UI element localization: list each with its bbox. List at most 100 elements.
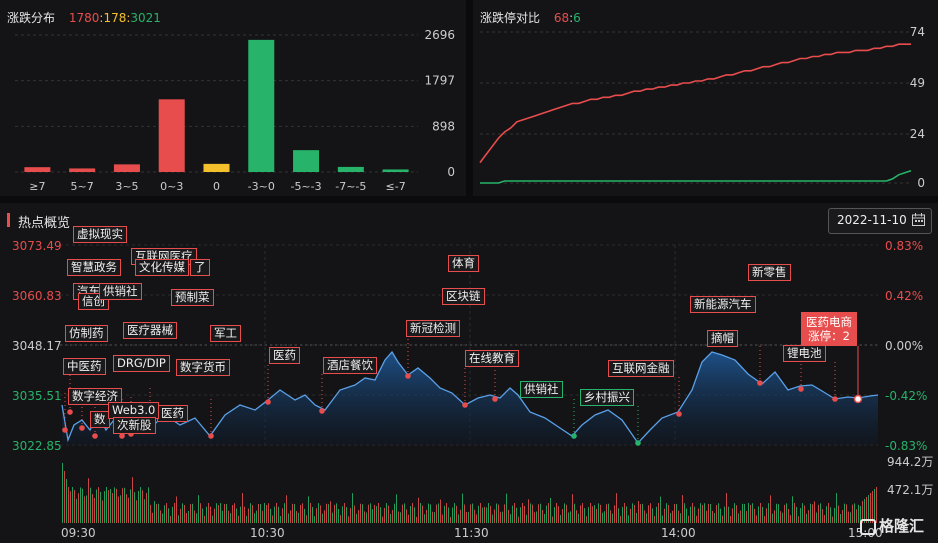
limit-title: 涨跌停对比 [480,11,541,25]
sep: : [99,11,104,25]
limit-down-line [480,170,912,184]
y-tick-label: 2696 [424,28,455,42]
concept-tag[interactable]: 锂电池 [783,345,826,362]
concept-tag[interactable]: 医药 [269,347,300,364]
time-label: 10:30 [250,526,285,540]
category-label: 0 [213,180,220,193]
concept-tag[interactable]: 摘帽 [707,330,738,347]
concept-tag[interactable]: 新冠检测 [406,320,460,337]
pct-axis-label: -0.42% [885,389,928,403]
concept-tag[interactable]: 数字货币 [176,359,230,376]
y-tick-label: 1797 [424,74,455,88]
pct-axis-label: -0.83% [885,439,928,453]
price-axis-label: 3048.17 [12,339,62,353]
concept-tag[interactable]: 供销社 [99,283,142,300]
concept-tag[interactable]: Web3.0 [108,402,160,419]
up-count: 1780 [68,11,100,25]
price-axis-label: 3035.51 [12,389,62,403]
concept-tag[interactable]: 医药 [157,405,188,422]
bar [293,150,320,172]
concept-tag[interactable]: 新零售 [748,264,791,281]
limit-title-row: 涨跌停对比 68:6 [480,9,581,26]
time-label: 14:00 [661,526,696,540]
highlight-name: 医药电商 [806,315,852,329]
pct-axis-label: 0.00% [885,339,924,353]
category-label: -5~-3 [290,180,321,193]
concept-tag[interactable]: 中医药 [63,358,106,375]
pct-axis-label: 0.83% [885,239,924,253]
hot-accent-bar [7,213,10,227]
concept-tag[interactable]: 医疗器械 [123,322,177,339]
distribution-chart: 2696 1797 898 0 ≥7 5~7 3~5 0~3 0 -3~0 -5~-3 -7~-5 ≤-… [15,28,455,193]
price-axis-label: 3060.83 [12,289,62,303]
bar [248,39,275,172]
concept-tag[interactable]: 乡村振兴 [580,389,634,406]
y-tick-label: 0 [447,165,455,179]
price-axis-label: 3022.85 [12,439,62,453]
volume-axis-label: 472.1万 [887,483,934,497]
bar [203,163,230,172]
time-label: 11:30 [454,526,489,540]
down-count: 3021 [130,11,161,25]
sep: : [569,11,574,25]
concept-tag[interactable]: 酒店餐饮 [323,357,377,374]
y-tick-label: 74 [910,25,925,39]
logo-text: 格隆汇 [879,517,925,535]
category-label: ≤-7 [386,180,406,193]
concept-tag[interactable]: 区块链 [442,288,485,305]
y-tick-label: 24 [910,127,925,141]
category-label: -3~0 [248,180,275,193]
limit-panel: 涨跌停对比 68:6 74 49 24 0 [473,0,938,196]
limit-chart: 74 49 24 0 [479,25,925,190]
logo: 格隆汇 [860,515,924,537]
concept-tag[interactable]: 预制菜 [171,289,214,306]
bar [382,169,409,172]
date-value: 2022-11-10 [837,213,907,227]
calendar-icon [912,213,925,226]
hot-title: 热点概览 [18,216,71,231]
category-label: -7~-5 [335,180,366,193]
date-picker[interactable]: 2022-11-10 [828,208,932,234]
distribution-title: 涨跌分布 [7,11,56,25]
logo-icon [860,519,876,535]
price-axis-label: 3073.49 [12,239,62,253]
concept-tag[interactable]: DRG/DIP [113,355,170,372]
pct-axis-label: 0.42% [885,289,924,303]
y-tick-label: 49 [910,76,925,90]
concept-tag[interactable]: 军工 [210,325,241,342]
bar [24,167,51,172]
concept-tag[interactable]: 数 [90,411,110,428]
limit-up-line [479,43,911,164]
highlight-tag[interactable]: 医药电商 涨停：2 [801,312,857,346]
concept-tag[interactable]: 数字经济 [68,388,122,405]
bar [337,166,364,172]
y-tick-label: 898 [432,119,455,133]
concept-tag[interactable]: 在线教育 [465,350,519,367]
concept-tag[interactable]: 了 [190,259,210,276]
y-tick-label: 0 [917,176,925,190]
bar [69,168,96,172]
sep: : [126,11,131,25]
concept-tag[interactable]: 次新股 [113,417,156,434]
limit-down-count: 6 [573,11,581,25]
time-label: 09:30 [61,526,96,540]
concept-tag[interactable]: 文化传媒 [135,259,189,276]
highlight-count: 涨停：2 [808,329,850,343]
concept-tag[interactable]: 仿制药 [65,325,108,342]
volume-axis-label: 944.2万 [887,455,934,469]
concept-tag[interactable]: 虚拟现实 [73,226,127,243]
flat-count: 178 [103,11,127,25]
limit-up-count: 68 [553,11,570,25]
category-label: 3~5 [115,180,138,193]
category-label: 0~3 [160,180,183,193]
distribution-panel: 涨跌分布 1780:178:3021 2696 1797 898 0 ≥7 5~7 3~5 0… [0,0,466,196]
bar [158,99,185,172]
concept-tag[interactable]: 供销社 [520,381,563,398]
concept-tag[interactable]: 新能源汽车 [690,296,756,313]
category-label: ≥7 [29,180,45,193]
category-label: 5~7 [71,180,94,193]
concept-tag[interactable]: 互联网金融 [608,360,674,377]
bar [113,164,140,172]
concept-tag[interactable]: 智慧政务 [67,259,121,276]
concept-tag[interactable]: 体育 [448,255,479,272]
